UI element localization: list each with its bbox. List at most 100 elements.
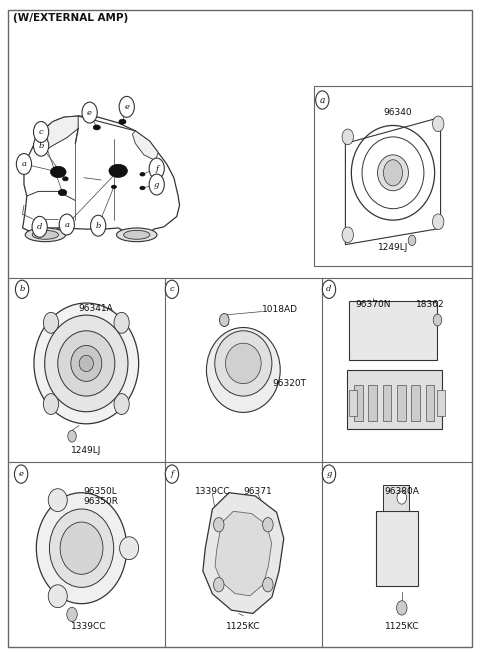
Text: e: e xyxy=(87,108,92,116)
Ellipse shape xyxy=(206,328,280,413)
Text: d: d xyxy=(37,223,42,231)
Ellipse shape xyxy=(34,303,139,424)
Circle shape xyxy=(432,116,444,131)
Circle shape xyxy=(342,227,353,242)
Circle shape xyxy=(16,154,32,174)
Text: f: f xyxy=(170,470,173,478)
Circle shape xyxy=(263,518,273,532)
Circle shape xyxy=(165,465,179,483)
Bar xyxy=(397,385,406,421)
Ellipse shape xyxy=(48,585,67,608)
Ellipse shape xyxy=(123,231,150,239)
Ellipse shape xyxy=(111,185,117,189)
Ellipse shape xyxy=(109,164,128,177)
Ellipse shape xyxy=(58,189,67,196)
Ellipse shape xyxy=(71,346,102,381)
Circle shape xyxy=(91,215,106,236)
Text: 96380A: 96380A xyxy=(384,487,419,496)
Ellipse shape xyxy=(62,177,68,181)
Text: g: g xyxy=(326,470,332,478)
Circle shape xyxy=(396,600,407,615)
Text: 1249LJ: 1249LJ xyxy=(71,446,101,455)
Ellipse shape xyxy=(48,489,67,512)
Text: b: b xyxy=(38,142,44,150)
Circle shape xyxy=(322,280,336,298)
Ellipse shape xyxy=(79,355,94,372)
Text: d: d xyxy=(326,285,332,293)
Text: 1125KC: 1125KC xyxy=(384,622,419,631)
Circle shape xyxy=(149,158,164,179)
Ellipse shape xyxy=(50,166,66,177)
Ellipse shape xyxy=(117,228,157,242)
Polygon shape xyxy=(203,493,284,614)
Circle shape xyxy=(384,160,403,186)
Circle shape xyxy=(43,394,59,415)
Circle shape xyxy=(316,91,329,109)
Text: 96320T: 96320T xyxy=(272,378,306,388)
Ellipse shape xyxy=(140,186,145,190)
Circle shape xyxy=(119,97,134,118)
Text: 96350L: 96350L xyxy=(84,487,118,496)
Ellipse shape xyxy=(49,509,114,587)
Text: 96340: 96340 xyxy=(384,108,412,118)
Ellipse shape xyxy=(93,125,100,130)
Text: g: g xyxy=(154,181,159,189)
Bar xyxy=(314,85,472,267)
Ellipse shape xyxy=(36,493,127,604)
Circle shape xyxy=(263,578,273,592)
Text: b: b xyxy=(19,285,25,293)
Circle shape xyxy=(149,174,164,195)
Circle shape xyxy=(82,102,97,123)
Ellipse shape xyxy=(32,231,59,239)
Circle shape xyxy=(342,129,353,145)
Polygon shape xyxy=(132,131,158,160)
Text: 1018AD: 1018AD xyxy=(263,305,299,314)
Circle shape xyxy=(68,430,76,442)
Circle shape xyxy=(214,578,224,592)
Text: 96371: 96371 xyxy=(243,487,272,496)
Text: 18362: 18362 xyxy=(416,300,444,309)
Text: c: c xyxy=(169,285,174,293)
Ellipse shape xyxy=(58,330,115,396)
Bar xyxy=(426,385,434,421)
Text: 1249LJ: 1249LJ xyxy=(378,243,408,252)
Text: (W/EXTERNAL AMP): (W/EXTERNAL AMP) xyxy=(12,13,128,23)
Text: a: a xyxy=(64,221,69,229)
Circle shape xyxy=(34,135,48,156)
Text: a: a xyxy=(320,95,325,104)
Bar xyxy=(376,510,419,586)
Bar xyxy=(383,385,391,421)
Bar xyxy=(411,385,420,421)
Circle shape xyxy=(32,216,48,237)
Ellipse shape xyxy=(60,522,103,574)
Text: a: a xyxy=(22,160,26,168)
Bar xyxy=(347,370,442,429)
Ellipse shape xyxy=(140,172,145,176)
Circle shape xyxy=(114,394,129,415)
Circle shape xyxy=(322,465,336,483)
Circle shape xyxy=(14,465,28,483)
Polygon shape xyxy=(215,511,272,596)
Bar xyxy=(383,484,409,510)
Circle shape xyxy=(408,235,416,246)
Circle shape xyxy=(43,312,59,333)
Text: 96370N: 96370N xyxy=(356,300,391,309)
Circle shape xyxy=(397,491,407,504)
Circle shape xyxy=(15,280,29,298)
Text: 1339CC: 1339CC xyxy=(195,487,230,496)
Circle shape xyxy=(67,607,77,622)
Text: 1125KC: 1125KC xyxy=(226,622,261,631)
Circle shape xyxy=(214,518,224,532)
Text: c: c xyxy=(39,128,44,136)
Ellipse shape xyxy=(45,315,128,412)
Circle shape xyxy=(34,122,48,143)
Text: 96350R: 96350R xyxy=(83,497,118,506)
Bar xyxy=(369,385,377,421)
Bar xyxy=(437,390,444,416)
Ellipse shape xyxy=(119,119,126,124)
Text: e: e xyxy=(124,103,129,111)
Circle shape xyxy=(59,214,74,235)
Ellipse shape xyxy=(120,537,139,560)
Ellipse shape xyxy=(377,155,408,191)
Ellipse shape xyxy=(215,330,272,396)
